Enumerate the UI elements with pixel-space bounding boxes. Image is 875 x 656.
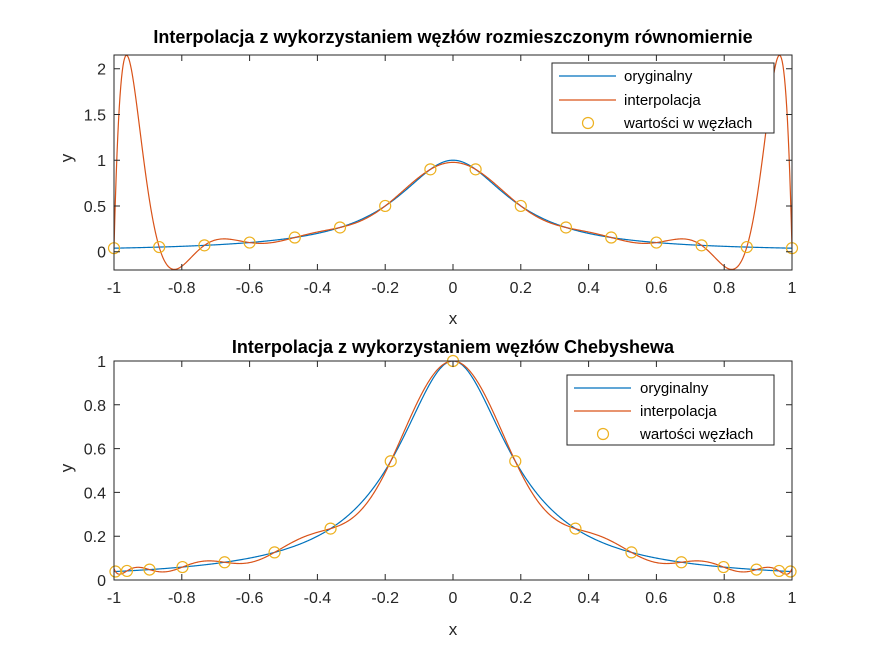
x-tick-label: -0.2 [371,280,399,297]
y-tick-label: 0.5 [84,199,106,216]
x-tick-label: 0 [449,280,458,297]
x-tick-label: -0.2 [371,590,399,607]
x-tick-label: -0.8 [168,590,196,607]
y-axis-label: y [57,153,76,162]
node-marker [559,221,573,234]
subplot-equidistant: Interpolacja z wykorzystaniem węzłów roz… [57,27,799,328]
series-line-original [114,159,792,249]
series-line-original [114,361,792,573]
node-marker [625,546,638,559]
node-marker [143,563,156,576]
node-marker [120,564,134,578]
legend-label-nodes: wartości w węzłach [623,115,752,132]
legend: oryginalny interpolacja wartości węzłach [566,374,775,446]
node-marker [784,565,797,578]
node-marker [218,556,231,569]
node-marker [333,221,347,234]
x-tick-label: 0.8 [713,280,735,297]
x-tick-label: 0 [449,590,458,607]
y-tick-label: 0.6 [84,442,106,459]
x-tick-label: 0.4 [577,590,599,607]
node-marker [268,546,281,559]
y-tick-label: 2 [97,62,106,79]
x-tick-label: 0.4 [577,280,599,297]
x-tick-label: 0.2 [510,280,532,297]
legend-label-interpolation: interpolacja [640,403,717,420]
y-tick-label: 0.8 [84,398,106,415]
node-marker [198,239,211,252]
node-marker [605,231,618,244]
node-marker [717,560,730,574]
legend-label-interpolation: interpolacja [624,92,701,109]
node-marker [675,556,688,569]
node-marker [509,455,522,468]
legend: oryginalny interpolacja wartości w węzła… [551,62,775,134]
node-marker [469,163,482,176]
x-tick-label: -0.6 [236,280,264,297]
subplot-chebyshev: Interpolacja z wykorzystaniem węzłów Che… [57,337,797,639]
x-axis-label: x [449,620,458,639]
series-lines [114,55,792,270]
chart-title: Interpolacja z wykorzystaniem węzłów roz… [153,27,752,47]
x-tick-label: -0.6 [236,590,264,607]
y-tick-label: 0 [97,245,106,262]
node-marker [750,563,763,576]
y-axis-label: y [57,463,76,472]
legend-label-nodes: wartości węzłach [639,426,753,443]
node-marker [740,240,753,254]
x-tick-label: -0.4 [304,280,332,297]
legend-box [551,62,775,134]
node-marker [288,231,301,244]
legend-label-original: oryginalny [624,68,693,85]
y-tick-label: 1.5 [84,107,106,124]
x-tick-label: -0.4 [304,590,332,607]
node-marker [379,199,392,213]
legend-box [566,374,775,446]
y-tick-label: 0.4 [84,485,106,502]
y-tick-label: 0.2 [84,529,106,546]
series-line-interpolation [114,361,792,575]
series-lines [114,361,792,575]
y-tick-label: 0 [97,573,106,590]
x-tick-label: 0.6 [645,590,667,607]
node-marker [695,239,708,252]
node-marker [569,522,582,535]
legend-swatch-nodes [596,427,610,441]
x-tick-label: 1 [788,280,797,297]
series-line-interpolation [114,55,792,270]
y-tick-label: 1 [97,354,106,371]
x-axis-label: x [449,309,458,328]
x-tick-label: -1 [107,590,121,607]
legend-swatch-nodes [581,116,595,130]
x-tick-label: -0.8 [168,280,196,297]
legend-label-original: oryginalny [640,380,709,397]
x-tick-label: -1 [107,280,121,297]
chart-title: Interpolacja z wykorzystaniem węzłów Che… [232,337,675,357]
node-marker [176,560,189,574]
node-marker [243,236,256,249]
x-tick-label: 0.2 [510,590,532,607]
node-marker [514,199,527,213]
x-tick-label: 0.8 [713,590,735,607]
node-marker [324,522,337,535]
x-tick-label: 0.6 [645,280,667,297]
node-marker [424,163,437,176]
x-tick-label: 1 [788,590,797,607]
y-tick-label: 1 [97,153,106,170]
node-marker [384,455,397,468]
node-marker [650,236,663,249]
node-marker [153,240,166,254]
